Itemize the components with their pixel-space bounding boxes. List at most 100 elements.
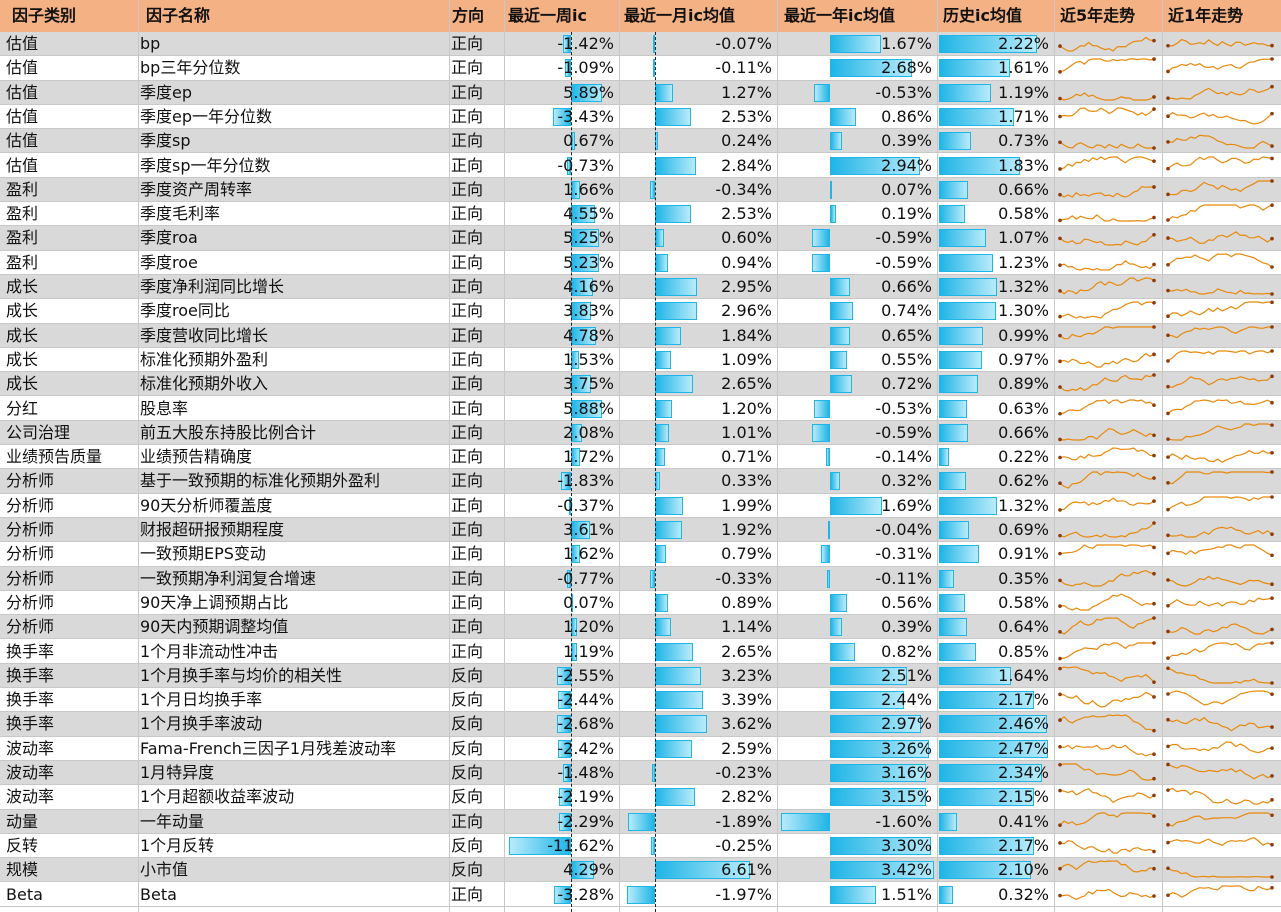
sparkline-start-marker xyxy=(1166,718,1170,722)
sparkline-path xyxy=(1167,471,1273,485)
table-row: 波动率 1月特异度 反向 -1.48% -0.23% 3.16% 2.34% xyxy=(0,761,1281,786)
year-ic-bar xyxy=(812,253,830,272)
hist-ic-value: 1.32% xyxy=(998,495,1049,515)
month-ic-value: 1.09% xyxy=(721,349,772,369)
sparkline-start-marker xyxy=(1058,359,1062,364)
table-row: 波动率 1个月超额收益率波动 反向 -2.19% 2.82% 3.15% 2.15% xyxy=(0,785,1281,810)
sparkline-end-marker xyxy=(1152,402,1156,407)
sparkline-end-marker xyxy=(1270,178,1274,183)
year-ic-value: 3.15% xyxy=(881,787,932,807)
factor-category-cell: 成长 xyxy=(6,349,39,369)
week-ic-value: -1.83% xyxy=(557,471,614,491)
table-row: 成长 季度营收同比增长 正向 4.78% 1.84% 0.65% 0.99% xyxy=(0,323,1281,348)
table-row: 盈利 季度roe 正向 5.23% 0.94% -0.59% 1.23% xyxy=(0,250,1281,275)
month-ic-bar xyxy=(626,885,655,904)
month-ic-value: 2.95% xyxy=(721,277,772,296)
sparkline-end-marker xyxy=(1270,374,1274,379)
month-ic-value: -0.07% xyxy=(715,34,772,53)
factor-name-cell: 股息率 xyxy=(140,398,189,418)
factor-name-cell: 季度sp xyxy=(140,131,191,151)
week-ic-bar xyxy=(558,739,571,758)
week-ic-value: -2.29% xyxy=(557,811,614,831)
year-ic-value: 0.72% xyxy=(881,374,932,394)
year-ic-value: 0.74% xyxy=(881,301,932,321)
sparkline-end-marker xyxy=(1270,640,1274,645)
header-category[interactable]: 因子类别 xyxy=(12,6,77,25)
hist-ic-bar xyxy=(939,715,1048,734)
direction-cell: 正向 xyxy=(451,592,484,612)
hist-ic-value: 0.91% xyxy=(998,544,1049,564)
week-ic-value: 4.29% xyxy=(563,860,614,880)
trend-1y-sparkline xyxy=(1166,300,1274,319)
direction-cell: 正向 xyxy=(451,106,484,126)
week-ic-value: 5.88% xyxy=(563,398,614,418)
sparkline-start-marker xyxy=(1058,552,1062,556)
direction-cell: 正向 xyxy=(451,228,484,248)
direction-cell: 正向 xyxy=(451,398,484,418)
year-ic-value: -0.14% xyxy=(875,447,932,467)
trend-1y-sparkline xyxy=(1166,623,1274,635)
header-trend-1y[interactable]: 近1年走势 xyxy=(1168,6,1244,25)
week-ic-value: -2.44% xyxy=(557,690,614,710)
sparkline-end-marker xyxy=(1152,680,1156,684)
month-ic-value: -0.23% xyxy=(715,763,772,782)
sparkline-end-marker xyxy=(1270,84,1274,89)
direction-cell: 正向 xyxy=(451,495,484,515)
hist-ic-value: 1.07% xyxy=(998,228,1049,248)
factor-name-cell: 季度毛利率 xyxy=(140,204,221,224)
hist-ic-value: 0.73% xyxy=(998,131,1049,151)
sparkline-start-marker xyxy=(1058,692,1062,697)
direction-cell: 正向 xyxy=(451,82,484,102)
direction-cell: 正向 xyxy=(451,884,484,904)
sparkline-start-marker xyxy=(1166,507,1170,512)
header-trend-5y[interactable]: 近5年走势 xyxy=(1060,6,1136,25)
sparkline-start-marker xyxy=(1058,578,1062,582)
hist-ic-value: 0.58% xyxy=(998,204,1049,224)
sparkline-end-marker xyxy=(1270,774,1274,778)
sparkline-start-marker xyxy=(1166,603,1170,608)
week-ic-value: 4.16% xyxy=(563,277,614,296)
trend-5y-sparkline xyxy=(1058,714,1156,733)
direction-cell: 反向 xyxy=(451,714,484,734)
week-ic-bar xyxy=(553,885,571,904)
column-divider xyxy=(504,0,505,912)
direction-cell: 正向 xyxy=(451,544,484,564)
week-ic-bar xyxy=(559,788,571,807)
month-ic-value: 1.92% xyxy=(721,520,772,539)
sparkline-path xyxy=(1167,836,1273,846)
sparkline-path xyxy=(1059,811,1155,826)
header-year-ic[interactable]: 最近一年ic均值 xyxy=(784,6,895,25)
factor-name-cell: 1个月非流动性冲击 xyxy=(140,641,279,661)
month-ic-bar xyxy=(627,812,655,831)
sparkline-path xyxy=(1167,544,1273,557)
sparkline-start-marker xyxy=(1058,411,1062,416)
trend-1y-sparkline xyxy=(1166,253,1274,269)
header-hist-ic[interactable]: 历史ic均值 xyxy=(943,6,1022,25)
hist-ic-bar xyxy=(939,302,997,321)
table-row: 分析师 90天分析师覆盖度 正向 -0.37% 1.99% 1.69% 1.32% xyxy=(0,493,1281,518)
year-ic-bar xyxy=(830,132,842,151)
factor-name-cell: 季度营收同比增长 xyxy=(140,325,269,345)
hist-ic-value: 0.32% xyxy=(998,884,1049,904)
factor-name-cell: bp xyxy=(140,34,161,53)
sparkline-end-marker xyxy=(1152,184,1156,189)
sparkline-end-marker xyxy=(1152,793,1156,798)
sparkline-end-marker xyxy=(1270,423,1274,427)
direction-cell: 正向 xyxy=(451,349,484,369)
sparkline-start-marker xyxy=(1166,788,1170,793)
header-week-ic[interactable]: 最近一周ic xyxy=(508,6,587,25)
trend-5y-sparkline xyxy=(1058,744,1156,757)
sparkline-start-marker xyxy=(1058,718,1062,723)
direction-cell: 正向 xyxy=(451,34,484,53)
sparkline-path xyxy=(1167,597,1273,607)
sparkline-end-marker xyxy=(1270,203,1274,208)
header-month-ic[interactable]: 最近一月ic均值 xyxy=(624,6,735,25)
header-direction[interactable]: 方向 xyxy=(452,6,485,25)
trend-1y-sparkline xyxy=(1166,884,1274,898)
header-name[interactable]: 因子名称 xyxy=(146,6,211,25)
sparkline-start-marker xyxy=(1058,192,1062,197)
sparkline-path xyxy=(1059,58,1155,73)
sparkline-start-marker xyxy=(1166,69,1170,74)
week-ic-value: 0.07% xyxy=(563,592,614,612)
month-ic-value: -0.11% xyxy=(715,58,772,78)
